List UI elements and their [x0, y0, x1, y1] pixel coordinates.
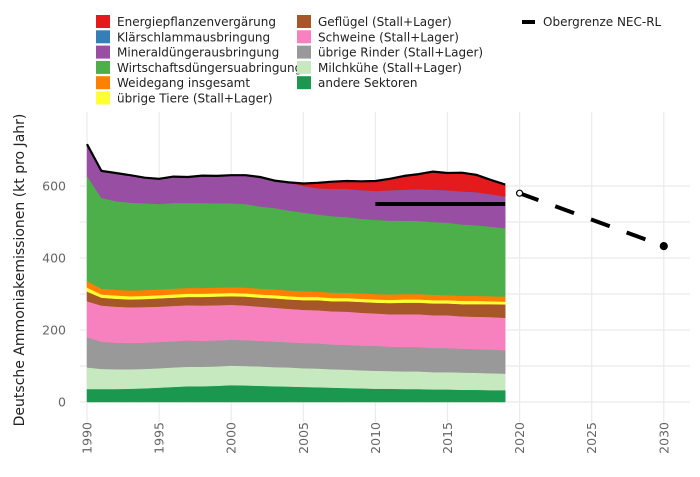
- legend-item-energiepflanzenvergärung: Energiepflanzenvergärung: [96, 15, 276, 29]
- y-tick-label-600: 600: [42, 179, 66, 194]
- legend-swatch: [297, 30, 311, 44]
- y-axis-title: Deutsche Ammoniakemissionen (kt pro Jahr…: [12, 114, 28, 427]
- legend-item-milchkühe-stall-lager: Milchkühe (Stall+Lager): [297, 60, 462, 75]
- x-tick-label-2000: 2000: [224, 422, 239, 454]
- legend-swatch: [522, 20, 535, 24]
- reference-lines: [375, 189, 668, 251]
- legend-label: Wirtschaftsdüngersuabringung: [117, 61, 302, 75]
- legend-item-mineraldüngerausbringung: Mineraldüngerausbringung: [96, 45, 279, 60]
- x-tick-label-2020: 2020: [512, 422, 527, 454]
- nec-rl-marker-2030: [659, 242, 668, 251]
- x-tick-label-2025: 2025: [584, 422, 599, 454]
- total-line: [86, 143, 506, 186]
- legend-label: Energiepflanzenvergärung: [117, 15, 276, 29]
- legend-swatch: [96, 60, 110, 74]
- legend-item-übrige-tiere-stall-lager: übrige Tiere (Stall+Lager): [96, 91, 273, 106]
- legend-label: andere Sektoren: [318, 76, 417, 90]
- legend-label: Schweine (Stall+Lager): [318, 30, 459, 44]
- legend-item-weidegang-insgesamt: Weidegang insgesamt: [96, 76, 250, 90]
- x-tick-label-2005: 2005: [296, 422, 311, 454]
- x-tick-label-2015: 2015: [440, 422, 455, 454]
- legend-swatch: [96, 45, 110, 59]
- legend-label: übrige Tiere (Stall+Lager): [117, 92, 273, 106]
- y-tick-label-200: 200: [42, 323, 66, 338]
- x-axis-ticks: 1990 1995 2000 2005 2010 2015 2020 2025 2030: [80, 422, 672, 454]
- legend-item-andere-sektoren: andere Sektoren: [297, 76, 417, 90]
- legend-label: Obergrenze NEC-RL: [543, 15, 662, 29]
- legend-item-wirtschaftsdüngersuabringung: Wirtschaftsdüngersuabringung: [96, 60, 302, 75]
- y-axis-ticks: 0 200 400 600: [42, 179, 66, 410]
- legend-item-obergrenze-nec-rl: Obergrenze NEC-RL: [522, 15, 662, 29]
- legend: EnergiepflanzenvergärungKlärschlammausbr…: [96, 15, 662, 106]
- legend-swatch: [96, 15, 110, 28]
- legend-swatch: [96, 76, 110, 90]
- legend-item-geflügel-stall-lager: Geflügel (Stall+Lager): [297, 15, 452, 29]
- legend-item-schweine-stall-lager: Schweine (Stall+Lager): [297, 30, 459, 44]
- legend-swatch: [96, 91, 110, 105]
- legend-item-klärschlammausbringung: Klärschlammausbringung: [96, 30, 270, 44]
- legend-label: Milchkühe (Stall+Lager): [318, 61, 462, 75]
- nec-rl-target-line: [518, 191, 665, 248]
- stacked-areas: [86, 143, 506, 403]
- legend-label: Weidegang insgesamt: [117, 76, 250, 90]
- legend-label: Geflügel (Stall+Lager): [318, 15, 452, 29]
- x-tick-label-2010: 2010: [368, 422, 383, 454]
- x-tick-label-1995: 1995: [152, 422, 167, 454]
- legend-swatch: [96, 30, 110, 44]
- y-tick-label-400: 400: [42, 251, 66, 266]
- legend-label: übrige Rinder (Stall+Lager): [318, 46, 483, 60]
- legend-swatch: [297, 60, 311, 74]
- x-tick-label-1990: 1990: [80, 422, 95, 454]
- legend-label: Klärschlammausbringung: [117, 30, 270, 44]
- legend-swatch: [297, 15, 311, 28]
- x-tick-label-2030: 2030: [656, 422, 671, 454]
- legend-label: Mineraldüngerausbringung: [117, 46, 279, 60]
- nec-rl-marker-2020: [515, 189, 524, 197]
- legend-swatch: [297, 45, 311, 59]
- y-tick-label-0: 0: [58, 395, 66, 410]
- legend-item-übrige-rinder-stall-lager: übrige Rinder (Stall+Lager): [297, 45, 483, 60]
- legend-swatch: [297, 76, 311, 90]
